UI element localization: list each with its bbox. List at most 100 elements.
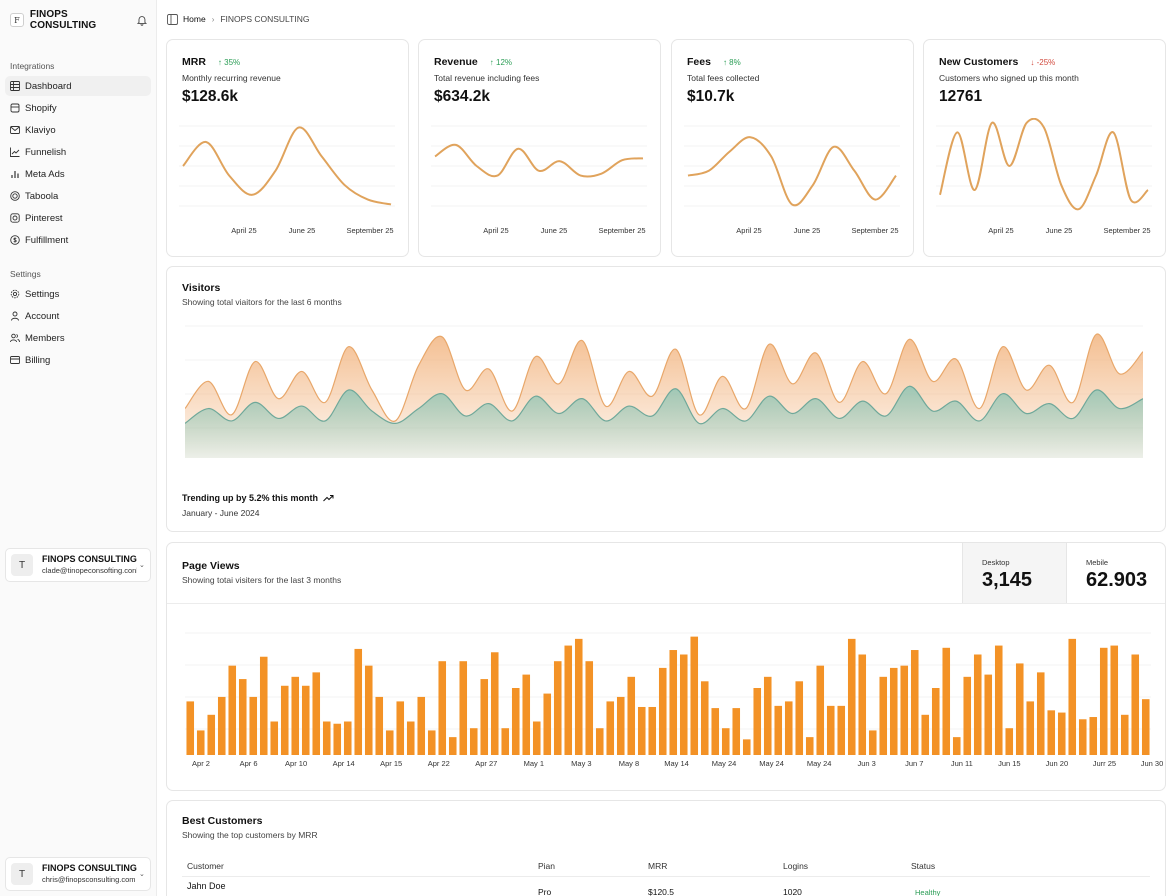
bar[interactable]: [627, 676, 636, 755]
bar[interactable]: [501, 728, 510, 755]
bar[interactable]: [774, 705, 783, 755]
bar[interactable]: [1057, 712, 1066, 755]
bar[interactable]: [364, 665, 373, 755]
bar[interactable]: [1047, 710, 1056, 755]
bar[interactable]: [291, 676, 300, 755]
bar[interactable]: [984, 674, 993, 755]
bar[interactable]: [826, 705, 835, 755]
bar[interactable]: [942, 647, 951, 755]
bar[interactable]: [217, 696, 226, 755]
bar[interactable]: [375, 696, 384, 755]
bar[interactable]: [490, 652, 499, 755]
sidebar-item-members[interactable]: Members: [5, 328, 151, 348]
bar[interactable]: [207, 714, 216, 755]
sidebar-item-fulfillment[interactable]: Fulfillment: [5, 230, 151, 250]
column-header-mrr[interactable]: MRR: [648, 861, 668, 871]
bar[interactable]: [711, 708, 720, 755]
bar[interactable]: [847, 638, 856, 755]
sidebar-item-shopify[interactable]: Shopify: [5, 98, 151, 118]
bar[interactable]: [585, 661, 594, 755]
column-header-customer[interactable]: Customer: [187, 861, 224, 871]
desktop-toggle[interactable]: Desktop 3,145: [962, 543, 1066, 603]
bar[interactable]: [1078, 719, 1087, 755]
bar[interactable]: [858, 654, 867, 756]
bar[interactable]: [249, 696, 258, 755]
bar[interactable]: [553, 661, 562, 755]
bar[interactable]: [910, 650, 919, 755]
bar[interactable]: [669, 650, 678, 755]
column-header-logins[interactable]: Logins: [783, 861, 809, 871]
user-card[interactable]: T FINOPS CONSULTING chris@finopsconsulti…: [5, 857, 151, 891]
bar[interactable]: [448, 737, 457, 755]
bar[interactable]: [1068, 638, 1077, 755]
bar[interactable]: [732, 708, 741, 755]
bar[interactable]: [795, 681, 804, 755]
bar[interactable]: [931, 688, 940, 755]
bar[interactable]: [658, 667, 667, 755]
sidebar-item-dashboard[interactable]: Dashboard: [5, 76, 151, 96]
bar[interactable]: [259, 656, 268, 755]
bar[interactable]: [837, 705, 846, 755]
bar[interactable]: [564, 645, 573, 755]
bar[interactable]: [816, 665, 825, 755]
sidebar-item-taboola[interactable]: Taboola: [5, 186, 151, 206]
bell-icon[interactable]: [136, 14, 148, 26]
bar[interactable]: [700, 681, 709, 755]
column-header-status[interactable]: Status: [911, 861, 936, 871]
bar[interactable]: [1099, 647, 1108, 755]
bar[interactable]: [637, 706, 646, 755]
mobile-toggle[interactable]: Mebile 62.903: [1066, 543, 1165, 603]
bar[interactable]: [406, 721, 415, 756]
bar[interactable]: [994, 645, 1003, 755]
bar[interactable]: [511, 688, 520, 755]
bar[interactable]: [1120, 714, 1129, 755]
sidebar-item-billing[interactable]: Billing: [5, 350, 151, 370]
bar[interactable]: [438, 661, 447, 755]
bar[interactable]: [522, 674, 531, 755]
bar[interactable]: [1110, 645, 1119, 755]
bar[interactable]: [354, 648, 363, 755]
bar[interactable]: [1141, 699, 1150, 755]
bar[interactable]: [301, 685, 310, 755]
bar[interactable]: [879, 676, 888, 755]
bar[interactable]: [396, 701, 405, 755]
bar[interactable]: [1005, 728, 1014, 755]
bar[interactable]: [784, 701, 793, 755]
sidebar-item-settings[interactable]: Settings: [5, 284, 151, 304]
bar[interactable]: [532, 721, 541, 756]
bar[interactable]: [343, 721, 352, 756]
bar[interactable]: [417, 696, 426, 755]
bar[interactable]: [742, 739, 751, 755]
bar[interactable]: [1036, 672, 1045, 755]
breadcrumb-home[interactable]: Home: [183, 14, 206, 24]
bar[interactable]: [228, 665, 237, 755]
bar[interactable]: [805, 737, 814, 755]
bar[interactable]: [1026, 701, 1035, 755]
bar[interactable]: [648, 706, 657, 755]
bar[interactable]: [921, 714, 930, 755]
bar[interactable]: [469, 728, 478, 755]
column-header-plan[interactable]: Pian: [538, 861, 556, 871]
bar[interactable]: [1131, 654, 1140, 756]
bar[interactable]: [196, 730, 205, 755]
sidebar-item-account[interactable]: Account: [5, 306, 151, 326]
bar[interactable]: [238, 679, 247, 755]
bar[interactable]: [963, 676, 972, 755]
bar[interactable]: [721, 728, 730, 755]
bar[interactable]: [270, 721, 279, 756]
user-card[interactable]: T FINOPS CONSULTING clade@tinopeconsofti…: [5, 548, 151, 582]
bar[interactable]: [1015, 663, 1024, 755]
bar[interactable]: [385, 730, 394, 755]
bar[interactable]: [616, 696, 625, 755]
bar[interactable]: [679, 654, 688, 756]
bar[interactable]: [574, 638, 583, 755]
sidebar-toggle-icon[interactable]: [167, 13, 178, 25]
sidebar-item-pinterest[interactable]: Pinterest: [5, 208, 151, 228]
bar[interactable]: [186, 701, 195, 755]
bar[interactable]: [312, 672, 321, 755]
bar[interactable]: [952, 737, 961, 755]
bar[interactable]: [480, 679, 489, 755]
bar[interactable]: [868, 730, 877, 755]
bar[interactable]: [543, 693, 552, 755]
bar[interactable]: [889, 667, 898, 755]
